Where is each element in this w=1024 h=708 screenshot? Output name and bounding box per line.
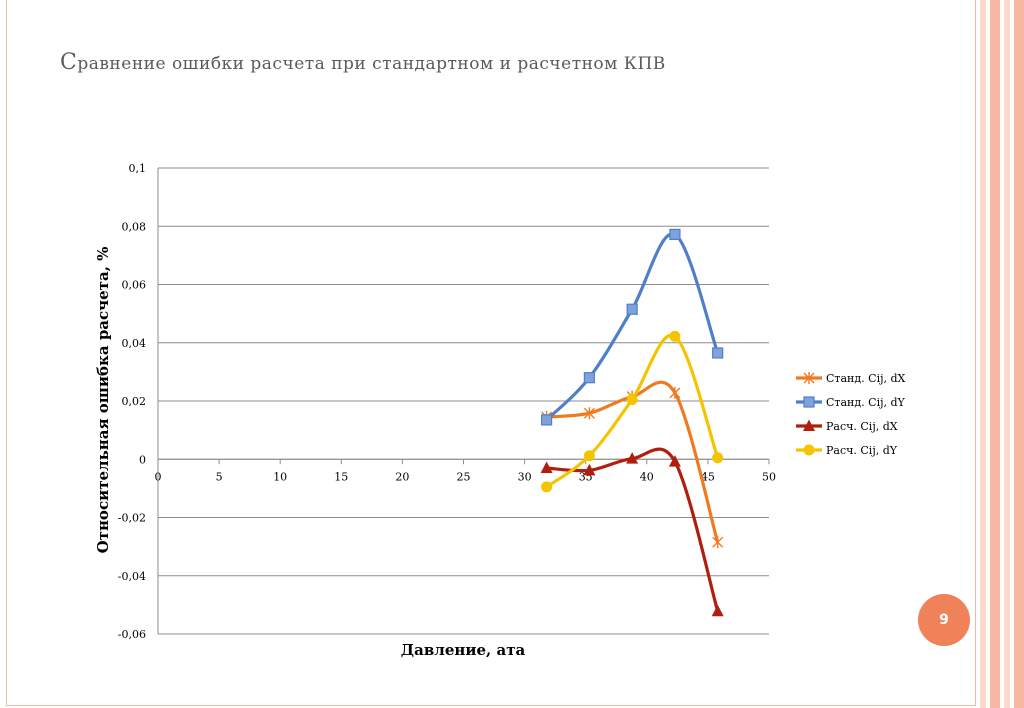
x-tick-label: 5: [216, 470, 223, 483]
series-1: [540, 228, 724, 426]
legend-label: Станд. Cij, dX: [826, 372, 906, 385]
y-tick-label: 0,02: [122, 395, 147, 408]
x-tick-label: 10: [273, 470, 287, 483]
marker-square: [583, 372, 595, 384]
marker-triangle: [540, 461, 553, 473]
stripe-4: [1014, 0, 1024, 708]
y-tick-label: 0,04: [122, 337, 147, 350]
legend-label: Расч. Cij, dY: [826, 444, 898, 457]
series-line: [546, 447, 720, 612]
legend-item: Расч. Cij, dX: [796, 419, 898, 433]
marker-square: [540, 414, 553, 426]
stripe-3: [1004, 0, 1010, 708]
x-axis-label: Давление, ата: [401, 641, 526, 659]
series-2: [540, 447, 724, 617]
legend-label: Станд. Cij, dY: [826, 396, 906, 409]
slide-frame: [6, 0, 976, 706]
marker-star: [712, 536, 724, 549]
marker-square: [803, 396, 815, 408]
marker-square: [669, 228, 681, 241]
y-axis-label: Относительная ошибка расчета, %: [94, 247, 112, 554]
stripe-1: [980, 0, 986, 708]
marker-circle: [583, 450, 595, 462]
y-tick-label: -0,06: [118, 628, 146, 641]
legend-label: Расч. Cij, dX: [826, 420, 898, 433]
x-tick-label: 50: [762, 470, 776, 483]
x-tick-label: 0: [155, 470, 162, 483]
marker-circle: [669, 330, 681, 342]
x-tick-label: 40: [640, 470, 654, 483]
x-tick-label: 20: [395, 470, 409, 483]
title-initial: С: [60, 50, 78, 75]
marker-triangle: [583, 463, 596, 476]
y-tick-labels: -0,06 -0,04 -0,02 0 0,02 0,04 0,06 0,08 0,1: [118, 162, 146, 641]
y-tick-label: 0,06: [122, 279, 147, 292]
title-text: равнение ошибки расчета при стандартном …: [77, 54, 666, 74]
x-tick-label: 45: [701, 470, 715, 483]
y-tick-label: -0,02: [118, 512, 146, 525]
series-line: [545, 232, 720, 422]
x-tick-labels: 0 5 10 15 20 25 30 35 40 45 50: [155, 470, 777, 483]
legend-item: Станд. Cij, dX: [796, 372, 906, 385]
series-line: [545, 333, 720, 489]
y-tick-label: -0,04: [118, 570, 146, 583]
marker-triangle: [626, 452, 639, 464]
grid-lines: [158, 167, 769, 635]
marker-triangle: [711, 604, 724, 617]
series-line: [546, 380, 720, 543]
marker-circle: [541, 481, 553, 493]
decorative-stripes: [976, 0, 1024, 708]
y-tick-label: 0,1: [129, 162, 147, 175]
y-tick-label: 0,08: [122, 220, 147, 233]
series-3: [541, 330, 724, 493]
axes: [157, 168, 770, 634]
series-group: [540, 228, 724, 617]
legend-item: Станд. Cij, dY: [796, 396, 906, 409]
legend-item: Расч. Cij, dY: [796, 444, 898, 457]
legend: Станд. Cij, dX Станд. Cij, dY Расч. Cij, d…: [796, 372, 906, 457]
x-tick-label: 25: [457, 470, 471, 483]
marker-square: [712, 347, 724, 359]
x-tick-label: 30: [518, 470, 532, 483]
marker-triangle: [668, 455, 681, 467]
marker-triangle: [803, 419, 815, 431]
stripe-2: [990, 0, 1000, 708]
marker-star: [803, 372, 815, 384]
y-tick-label: 0: [139, 453, 146, 466]
slide-title: Сравнение ошибки расчета при стандартном…: [60, 50, 666, 75]
marker-square: [626, 303, 638, 315]
marker-circle: [803, 444, 815, 456]
marker-star: [669, 386, 681, 399]
page-number-badge: 9: [918, 594, 970, 646]
marker-star: [583, 407, 595, 420]
marker-circle: [626, 394, 638, 406]
marker-circle: [712, 452, 724, 464]
x-tick-label: 15: [334, 470, 348, 483]
